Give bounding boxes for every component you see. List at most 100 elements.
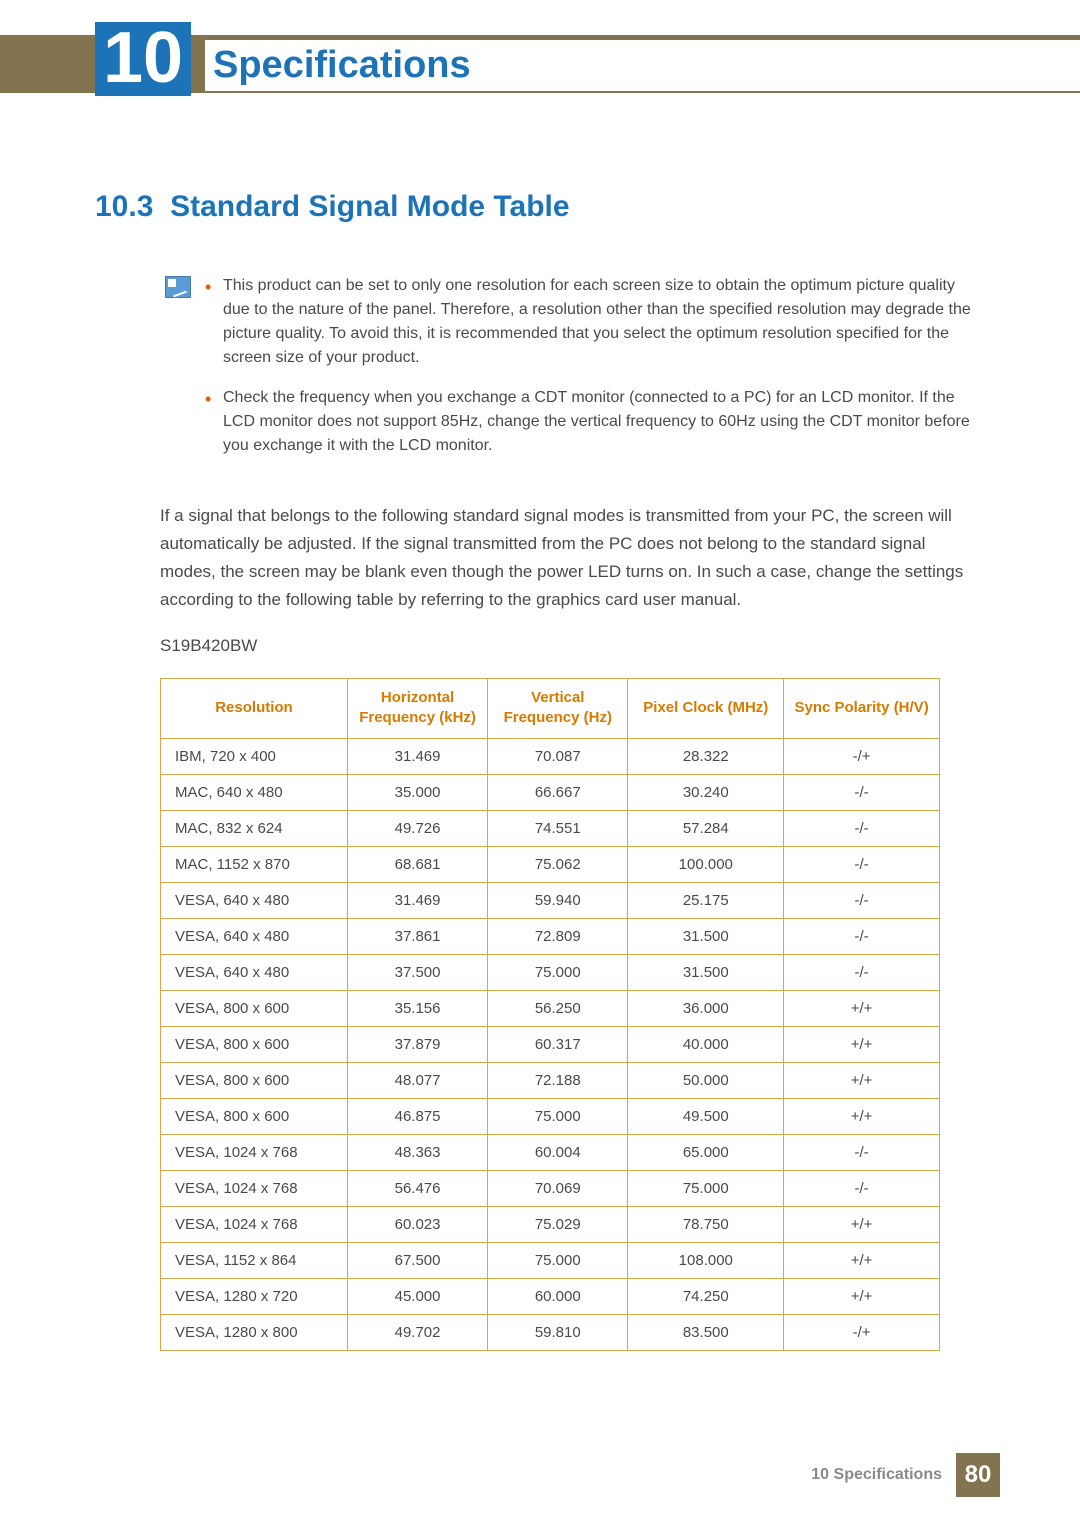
table-cell: VESA, 800 x 600 <box>161 1098 348 1134</box>
table-cell: 37.500 <box>347 954 487 990</box>
table-cell: 59.940 <box>488 882 628 918</box>
table-cell: IBM, 720 x 400 <box>161 738 348 774</box>
table-cell: -/- <box>784 1170 940 1206</box>
note-list: This product can be set to only one reso… <box>205 274 985 474</box>
table-cell: VESA, 800 x 600 <box>161 1062 348 1098</box>
table-cell: 57.284 <box>628 810 784 846</box>
col-pixelclock: Pixel Clock (MHz) <box>628 679 784 739</box>
table-row: VESA, 1024 x 76856.47670.06975.000-/- <box>161 1170 940 1206</box>
table-row: VESA, 1152 x 86467.50075.000108.000+/+ <box>161 1242 940 1278</box>
table-row: VESA, 1024 x 76848.36360.00465.000-/- <box>161 1134 940 1170</box>
table-row: VESA, 640 x 48037.50075.00031.500-/- <box>161 954 940 990</box>
table-cell: -/- <box>784 810 940 846</box>
table-cell: 60.004 <box>488 1134 628 1170</box>
table-cell: 30.240 <box>628 774 784 810</box>
section-title: Standard Signal Mode Table <box>170 190 570 223</box>
footer-label: 10 Specifications <box>811 1466 942 1484</box>
table-header-row: Resolution Horizontal Frequency (kHz) Ve… <box>161 679 940 739</box>
table-cell: MAC, 640 x 480 <box>161 774 348 810</box>
body-paragraph: If a signal that belongs to the followin… <box>160 502 985 614</box>
section-heading: 10.3 Standard Signal Mode Table <box>95 190 985 224</box>
table-cell: 60.023 <box>347 1206 487 1242</box>
table-cell: 75.062 <box>488 846 628 882</box>
col-syncpolarity: Sync Polarity (H/V) <box>784 679 940 739</box>
table-cell: 68.681 <box>347 846 487 882</box>
table-cell: 48.363 <box>347 1134 487 1170</box>
table-row: MAC, 1152 x 87068.68175.062100.000-/- <box>161 846 940 882</box>
table-cell: VESA, 640 x 480 <box>161 918 348 954</box>
table-cell: +/+ <box>784 1242 940 1278</box>
table-row: VESA, 640 x 48031.46959.94025.175-/- <box>161 882 940 918</box>
table-cell: 25.175 <box>628 882 784 918</box>
table-cell: 31.500 <box>628 918 784 954</box>
table-row: VESA, 800 x 60048.07772.18850.000+/+ <box>161 1062 940 1098</box>
table-cell: 56.250 <box>488 990 628 1026</box>
table-cell: 31.469 <box>347 882 487 918</box>
table-cell: MAC, 1152 x 870 <box>161 846 348 882</box>
col-vfreq: Vertical Frequency (Hz) <box>488 679 628 739</box>
table-row: IBM, 720 x 40031.46970.08728.322-/+ <box>161 738 940 774</box>
table-cell: 36.000 <box>628 990 784 1026</box>
table-cell: 70.069 <box>488 1170 628 1206</box>
table-row: VESA, 1024 x 76860.02375.02978.750+/+ <box>161 1206 940 1242</box>
table-cell: 28.322 <box>628 738 784 774</box>
table-cell: 48.077 <box>347 1062 487 1098</box>
table-cell: -/- <box>784 882 940 918</box>
table-cell: +/+ <box>784 1098 940 1134</box>
table-cell: -/+ <box>784 738 940 774</box>
table-row: VESA, 640 x 48037.86172.80931.500-/- <box>161 918 940 954</box>
note-block: This product can be set to only one reso… <box>165 274 985 474</box>
col-hfreq: Horizontal Frequency (kHz) <box>347 679 487 739</box>
chapter-number-badge: 10 <box>95 22 191 96</box>
table-cell: 75.029 <box>488 1206 628 1242</box>
table-cell: 49.702 <box>347 1314 487 1350</box>
page-number: 80 <box>956 1453 1000 1497</box>
table-cell: +/+ <box>784 990 940 1026</box>
table-row: VESA, 1280 x 80049.70259.81083.500-/+ <box>161 1314 940 1350</box>
footer: 10 Specifications 80 <box>811 1453 1000 1497</box>
table-cell: 75.000 <box>488 1242 628 1278</box>
note-icon <box>165 276 191 298</box>
table-cell: 46.875 <box>347 1098 487 1134</box>
table-cell: 60.317 <box>488 1026 628 1062</box>
table-cell: 31.500 <box>628 954 784 990</box>
table-cell: 49.726 <box>347 810 487 846</box>
table-cell: 59.810 <box>488 1314 628 1350</box>
table-cell: 67.500 <box>347 1242 487 1278</box>
table-cell: 40.000 <box>628 1026 784 1062</box>
section-content: 10.3 Standard Signal Mode Table This pro… <box>95 190 985 1351</box>
table-row: VESA, 800 x 60046.87575.00049.500+/+ <box>161 1098 940 1134</box>
table-row: MAC, 832 x 62449.72674.55157.284-/- <box>161 810 940 846</box>
table-cell: +/+ <box>784 1026 940 1062</box>
table-cell: 65.000 <box>628 1134 784 1170</box>
table-cell: -/- <box>784 774 940 810</box>
table-cell: VESA, 800 x 600 <box>161 990 348 1026</box>
table-cell: VESA, 1280 x 720 <box>161 1278 348 1314</box>
table-cell: -/- <box>784 846 940 882</box>
table-cell: 56.476 <box>347 1170 487 1206</box>
table-cell: 66.667 <box>488 774 628 810</box>
table-cell: -/- <box>784 918 940 954</box>
signal-mode-table: Resolution Horizontal Frequency (kHz) Ve… <box>160 678 940 1351</box>
section-number: 10.3 <box>95 190 153 223</box>
table-cell: 83.500 <box>628 1314 784 1350</box>
table-cell: 49.500 <box>628 1098 784 1134</box>
table-cell: MAC, 832 x 624 <box>161 810 348 846</box>
table-row: MAC, 640 x 48035.00066.66730.240-/- <box>161 774 940 810</box>
table-cell: VESA, 640 x 480 <box>161 954 348 990</box>
table-cell: 75.000 <box>488 954 628 990</box>
table-cell: 108.000 <box>628 1242 784 1278</box>
table-cell: 31.469 <box>347 738 487 774</box>
table-cell: 72.809 <box>488 918 628 954</box>
chapter-title: Specifications <box>205 40 1080 91</box>
table-cell: 74.551 <box>488 810 628 846</box>
note-item: This product can be set to only one reso… <box>205 274 985 370</box>
table-cell: VESA, 1152 x 864 <box>161 1242 348 1278</box>
table-cell: 45.000 <box>347 1278 487 1314</box>
table-cell: 35.156 <box>347 990 487 1026</box>
table-cell: VESA, 1280 x 800 <box>161 1314 348 1350</box>
table-cell: 75.000 <box>628 1170 784 1206</box>
table-cell: 35.000 <box>347 774 487 810</box>
table-cell: VESA, 640 x 480 <box>161 882 348 918</box>
table-cell: -/- <box>784 954 940 990</box>
